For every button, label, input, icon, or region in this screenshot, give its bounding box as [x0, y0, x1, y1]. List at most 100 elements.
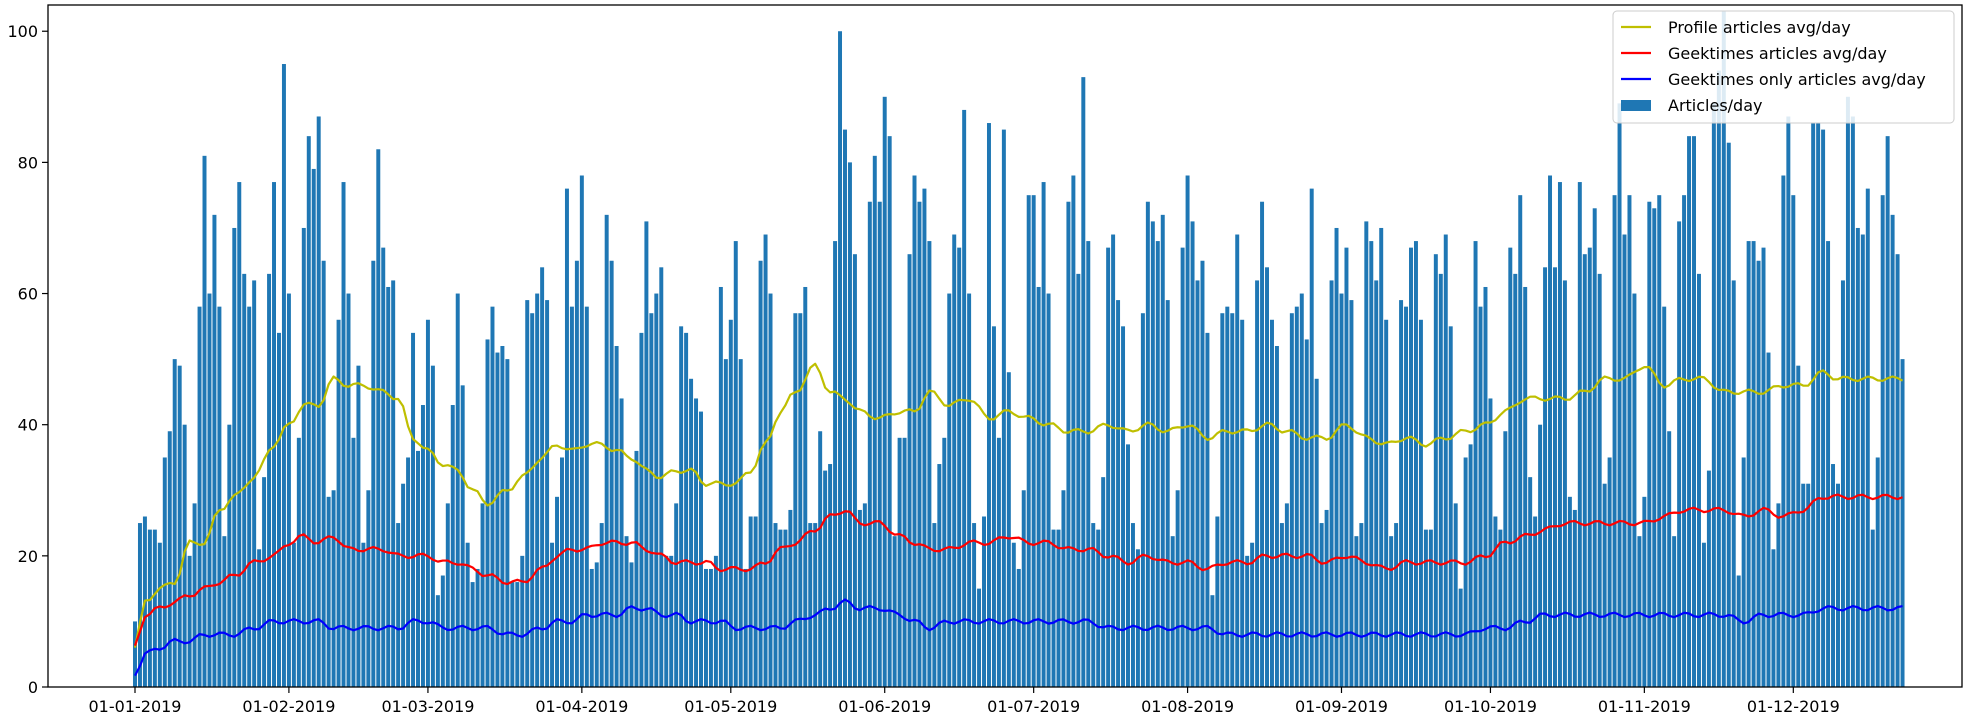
bar-day-278: [1513, 273, 1518, 687]
bar-day-59: [425, 319, 430, 687]
bar-day-234: [1294, 306, 1299, 687]
bar-day-126: [758, 260, 763, 687]
bar-day-229: [1270, 319, 1274, 687]
bar-day-247: [1359, 523, 1364, 687]
bar-day-239: [1319, 523, 1324, 687]
bar-day-209: [1170, 536, 1175, 687]
bar-day-139: [823, 470, 828, 687]
bar-day-244: [1344, 247, 1349, 687]
bar-day-174: [996, 437, 1001, 687]
bar-day-232: [1284, 503, 1289, 687]
bar-day-334: [1791, 195, 1796, 688]
bar-day-353: [1885, 136, 1890, 687]
bar-day-39: [326, 496, 331, 687]
bar-day-22: [242, 273, 247, 687]
bar-day-199: [1121, 326, 1126, 687]
bar-day-253: [1389, 536, 1394, 687]
bar-day-216: [1205, 332, 1210, 687]
bar-day-172: [986, 123, 991, 688]
bar-day-203: [1140, 313, 1145, 687]
bar-day-346: [1850, 116, 1855, 688]
bar-day-164: [947, 293, 952, 687]
bar-day-53: [396, 523, 401, 687]
bar-day-219: [1220, 313, 1225, 687]
bar-day-24: [252, 280, 257, 687]
bar-day-236: [1304, 339, 1309, 687]
bar-day-356: [1900, 359, 1905, 687]
bar-day-340: [1821, 129, 1826, 688]
bar-day-108: [669, 555, 674, 687]
bar-day-113: [694, 398, 699, 687]
y-tick-label-0: 0: [28, 678, 38, 697]
bar-day-347: [1855, 227, 1860, 687]
bar-day-81: [535, 293, 540, 687]
bar-day-127: [763, 234, 768, 687]
bar-day-319: [1716, 70, 1721, 687]
bar-day-330: [1771, 549, 1776, 687]
bar-day-132: [788, 509, 793, 687]
bar-day-131: [783, 529, 788, 687]
bar-day-198: [1116, 300, 1121, 687]
lines-layer: [133, 362, 1904, 677]
bar-day-222: [1235, 234, 1240, 687]
bar-day-262: [1433, 254, 1438, 687]
bar-day-271: [1478, 306, 1483, 687]
x-tick-label-8: 01-09-2019: [1295, 697, 1388, 716]
bar-day-30: [281, 64, 286, 687]
bar-day-345: [1845, 96, 1850, 687]
bar-day-45: [356, 365, 361, 687]
x-tick-label-5: 01-06-2019: [838, 697, 931, 716]
bar-day-228: [1265, 267, 1269, 687]
bar-day-354: [1890, 214, 1895, 687]
bar-day-51: [386, 286, 391, 687]
bar-day-83: [545, 300, 550, 687]
bar-day-102: [639, 332, 644, 687]
bar-day-85: [555, 496, 560, 687]
bar-day-103: [644, 221, 649, 687]
bar-day-137: [813, 523, 818, 687]
bar-day-134: [798, 313, 803, 687]
bar-day-26: [262, 477, 267, 687]
bar-day-11: [187, 555, 192, 687]
bar-day-143: [843, 129, 847, 688]
bar-day-273: [1488, 398, 1493, 687]
y-tick-label-100: 100: [7, 22, 38, 41]
bar-day-151: [882, 96, 887, 687]
bar-day-333: [1786, 116, 1791, 688]
legend-box: [1612, 10, 1955, 124]
bar-day-207: [1160, 214, 1165, 687]
bar-day-187: [1061, 490, 1066, 687]
bar-day-225: [1250, 542, 1255, 687]
bar-day-35: [306, 136, 311, 687]
line-series-2: [133, 493, 1903, 646]
bar-day-162: [937, 464, 942, 687]
bar-day-7: [167, 431, 172, 687]
bar-day-66: [460, 385, 465, 687]
bar-day-320: [1721, 11, 1726, 688]
bar-day-144: [847, 162, 852, 687]
bar-day-215: [1200, 260, 1205, 687]
bar-day-302: [1632, 293, 1637, 687]
bar-day-206: [1155, 241, 1160, 687]
bar-day-98: [619, 398, 624, 687]
bar-day-202: [1135, 549, 1140, 687]
bar-day-286: [1553, 267, 1557, 687]
bar-day-52: [391, 280, 396, 687]
bar-day-272: [1483, 286, 1488, 687]
bar-day-289: [1567, 496, 1572, 687]
bar-day-13: [197, 306, 202, 687]
axes-layer: 0 20 40 60 80 100 01-01-2019 01-02-2019 01-03-20…: [7, 22, 1839, 716]
bar-day-290: [1572, 509, 1577, 687]
bar-day-276: [1503, 431, 1508, 687]
bar-day-299: [1617, 103, 1622, 688]
bar-day-64: [450, 405, 455, 687]
bar-day-293: [1587, 247, 1592, 687]
bar-day-15: [207, 293, 212, 687]
bar-day-249: [1369, 241, 1374, 687]
bar-day-179: [1021, 490, 1026, 687]
bar-day-3: [147, 529, 152, 687]
bar-day-284: [1543, 267, 1548, 687]
bar-day-148: [867, 201, 872, 688]
bar-day-200: [1126, 444, 1130, 687]
